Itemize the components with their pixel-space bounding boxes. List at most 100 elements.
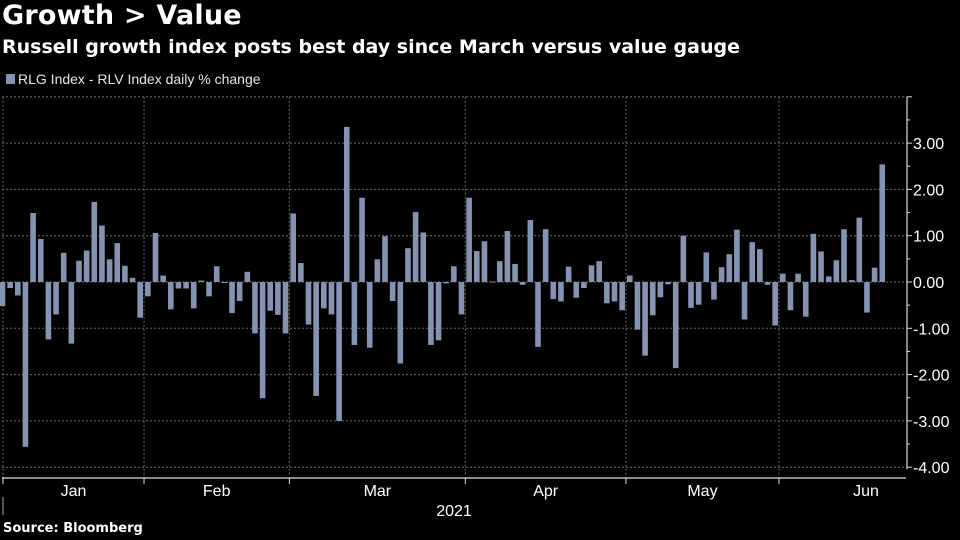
x-tick-label-month: Feb <box>203 483 231 500</box>
bar <box>259 282 266 399</box>
bar <box>351 282 358 345</box>
gridlines <box>2 96 906 478</box>
bar <box>298 263 304 282</box>
x-year-label: 2021 <box>436 503 472 520</box>
bar <box>83 250 90 282</box>
bar <box>772 282 778 326</box>
bar <box>627 275 633 282</box>
bar <box>313 282 319 396</box>
bar <box>0 282 6 307</box>
bar <box>122 265 128 282</box>
y-tick-label: 0.00 <box>913 275 944 292</box>
legend-label: RLG Index - RLV Index daily % change <box>18 71 261 87</box>
bar <box>611 282 618 302</box>
bar <box>757 249 763 282</box>
bar <box>718 267 725 282</box>
source-note: Source: Bloomberg <box>3 521 143 536</box>
bar <box>213 266 220 282</box>
bar <box>481 241 488 282</box>
y-tick-label: -1.00 <box>913 321 950 338</box>
bar <box>359 197 365 282</box>
axes <box>2 96 912 515</box>
bar <box>512 263 518 282</box>
bar <box>703 252 710 282</box>
bar <box>374 259 381 282</box>
bar <box>397 282 404 364</box>
bar <box>168 282 174 310</box>
bar <box>37 238 44 282</box>
bar <box>619 282 625 311</box>
y-tick-label: 3.00 <box>913 136 944 153</box>
bar <box>657 282 664 298</box>
bar <box>451 266 457 282</box>
bar <box>145 282 151 297</box>
bar <box>198 280 205 282</box>
bar <box>565 266 572 282</box>
bar <box>795 273 801 282</box>
bar <box>642 282 648 356</box>
bar <box>504 231 511 282</box>
bar <box>550 282 557 300</box>
bar <box>435 282 442 341</box>
bar <box>581 282 587 289</box>
bar <box>649 282 656 316</box>
bar <box>519 282 526 285</box>
bar <box>726 254 733 282</box>
bar <box>366 282 373 348</box>
bar <box>275 282 281 315</box>
bar <box>672 282 679 369</box>
bar <box>7 282 13 289</box>
bar <box>856 217 863 282</box>
bar <box>848 280 855 282</box>
bar <box>802 282 809 317</box>
x-tick-label-month: Jun <box>853 483 879 500</box>
bar <box>152 232 159 282</box>
bar <box>634 282 641 330</box>
bar <box>129 277 136 282</box>
bar <box>137 282 143 318</box>
bar <box>15 282 21 296</box>
bar <box>114 243 121 282</box>
bar <box>252 282 258 334</box>
bar <box>336 282 342 421</box>
legend-swatch <box>6 74 15 84</box>
bar <box>328 282 335 315</box>
chart-title: Growth > Value <box>2 0 242 31</box>
bar <box>688 282 694 308</box>
bar <box>282 282 289 334</box>
bar <box>818 251 824 282</box>
bar <box>267 282 274 311</box>
x-tick-labels: Jan Feb Mar Apr May Jun 2021 <box>61 483 879 520</box>
bar <box>474 250 480 282</box>
bar <box>53 282 59 315</box>
legend: RLG Index - RLV Index daily % change <box>6 71 261 87</box>
bar <box>343 126 350 283</box>
bar <box>99 225 105 282</box>
bar <box>496 261 503 283</box>
bar <box>864 282 870 313</box>
bar <box>160 275 166 282</box>
bar <box>741 282 748 320</box>
bar <box>810 233 817 282</box>
chart-subtitle: Russell growth index posts best day sinc… <box>2 36 740 58</box>
bar <box>535 282 541 347</box>
bar <box>229 282 235 314</box>
bar <box>30 213 36 282</box>
bar <box>91 201 98 282</box>
bar <box>764 282 771 285</box>
bar <box>190 282 197 309</box>
bar <box>871 267 878 282</box>
bar <box>305 282 312 325</box>
bar <box>443 282 449 284</box>
bars <box>0 126 886 447</box>
bar <box>573 282 580 298</box>
bar <box>749 242 755 282</box>
bar <box>695 282 702 305</box>
bar <box>879 164 886 282</box>
bar <box>290 213 296 282</box>
bar <box>206 282 212 297</box>
bar <box>711 282 717 300</box>
bar <box>596 261 602 283</box>
bar <box>221 282 228 283</box>
